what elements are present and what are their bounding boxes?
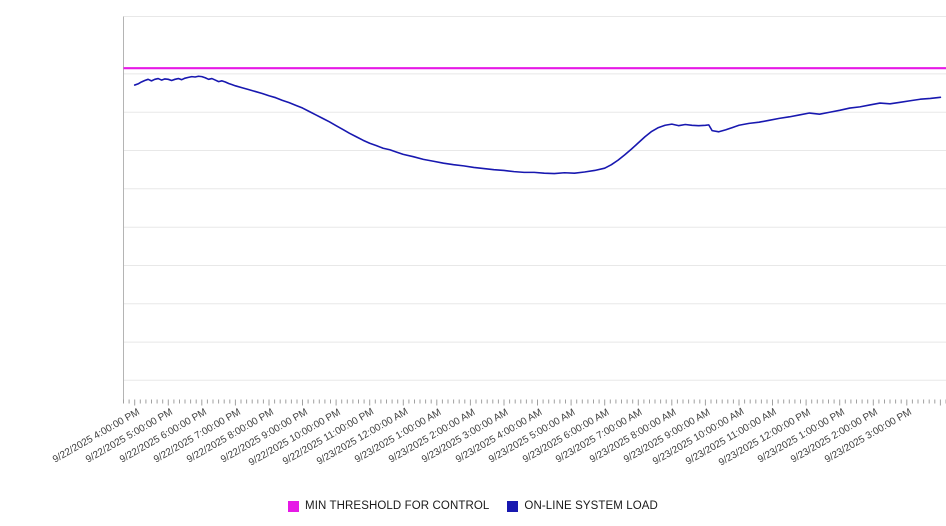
legend-item[interactable]: ON-LINE SYSTEM LOAD <box>507 500 658 512</box>
x-axis-ticks <box>123 399 946 406</box>
series-line-load <box>133 75 942 175</box>
legend-label: ON-LINE SYSTEM LOAD <box>524 500 658 512</box>
series-lines <box>123 67 946 175</box>
legend-color-swatch <box>288 500 300 512</box>
legend-item[interactable]: MIN THRESHOLD FOR CONTROL <box>288 500 489 512</box>
legend-label: MIN THRESHOLD FOR CONTROL <box>305 500 490 512</box>
gridlines <box>123 16 946 381</box>
legend-color-swatch <box>507 500 519 512</box>
chart-legend: MIN THRESHOLD FOR CONTROL ON-LINE SYSTEM … <box>0 497 946 515</box>
